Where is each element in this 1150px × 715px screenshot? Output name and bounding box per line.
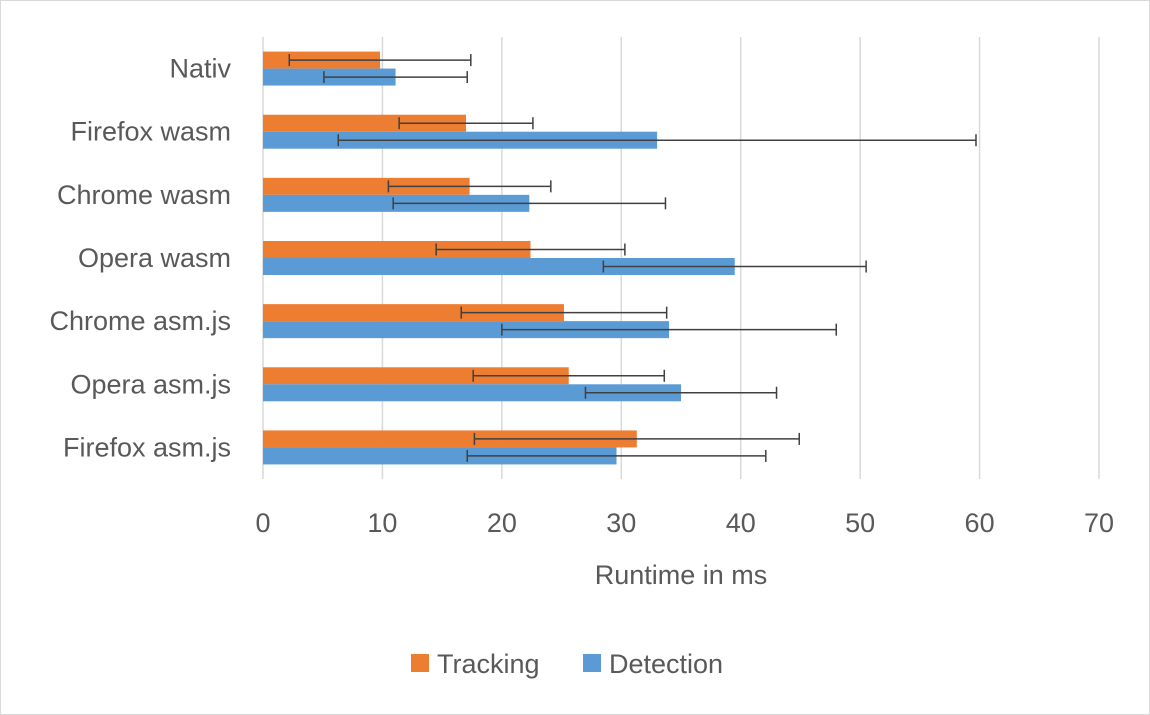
- error-bar-tracking-2: [387, 180, 552, 193]
- error-bar-detection-5: [584, 386, 778, 399]
- error-bar-tracking-0: [288, 54, 472, 67]
- legend-label: Tracking: [437, 649, 540, 679]
- error-bar-detection-0: [323, 71, 468, 84]
- error-bar-detection-1: [337, 134, 977, 147]
- x-tick-label-20: 20: [487, 508, 517, 538]
- bar-tracking-4: [263, 304, 564, 322]
- category-label: Chrome wasm: [57, 180, 231, 210]
- legend-swatch: [411, 654, 429, 672]
- category-label: Firefox asm.js: [63, 432, 231, 462]
- category-label: Chrome asm.js: [49, 306, 231, 336]
- bar-tracking-6: [263, 430, 637, 448]
- legend-item-detection: Detection: [583, 649, 723, 679]
- error-bar-tracking-5: [472, 369, 666, 382]
- category-label: Opera asm.js: [70, 369, 231, 399]
- bar-tracking-2: [263, 177, 470, 195]
- error-bar-detection-4: [501, 323, 838, 336]
- x-tick-label-40: 40: [726, 508, 756, 538]
- error-bar-detection-6: [466, 449, 767, 462]
- bar-detection-6: [263, 447, 617, 465]
- x-tick-label-10: 10: [367, 508, 397, 538]
- x-tick-label-70: 70: [1084, 508, 1114, 538]
- category-labels: Nativ Firefox wasm Chrome wasm Opera wasm Ch…: [49, 54, 231, 463]
- bar-detection-3: [263, 258, 735, 275]
- bar-detection-5: [263, 384, 681, 402]
- legend: Tracking Detection: [411, 649, 723, 679]
- x-axis-title: Runtime in ms: [595, 560, 768, 590]
- error-bar-tracking-4: [460, 306, 668, 319]
- error-bars: [288, 54, 977, 462]
- legend-label: Detection: [609, 649, 723, 679]
- x-tick-label-0: 0: [255, 508, 270, 538]
- legend-swatch: [583, 654, 601, 672]
- bar-tracking-3: [263, 241, 531, 258]
- bar-tracking-1: [263, 114, 467, 132]
- category-label: Firefox wasm: [70, 117, 231, 147]
- category-label: Opera wasm: [78, 243, 231, 273]
- x-tick-label-50: 50: [845, 508, 875, 538]
- error-bar-tracking-3: [435, 243, 626, 256]
- error-bar-detection-2: [392, 197, 667, 210]
- bar-tracking-5: [263, 367, 569, 385]
- x-tick-label-60: 60: [965, 508, 995, 538]
- error-bar-tracking-6: [473, 432, 800, 445]
- error-bar-detection-3: [602, 260, 867, 273]
- error-bar-tracking-1: [398, 117, 534, 130]
- x-tick-labels: 0 10 20 30 40 50 60 70: [255, 508, 1114, 538]
- x-tick-label-30: 30: [606, 508, 636, 538]
- category-label: Nativ: [169, 54, 231, 84]
- bars: [263, 51, 735, 465]
- legend-item-tracking: Tracking: [411, 649, 540, 679]
- bar-detection-4: [263, 321, 670, 339]
